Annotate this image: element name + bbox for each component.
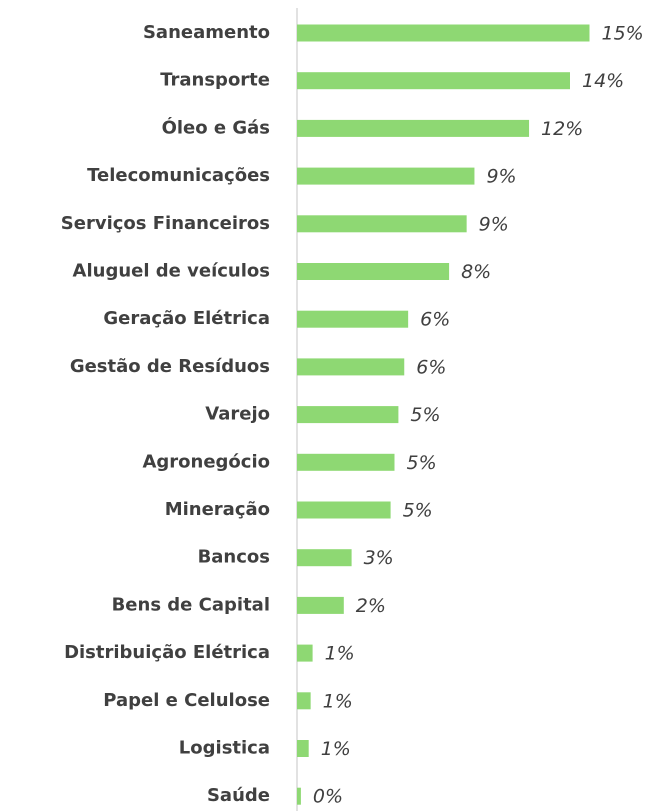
value-label: 12%	[541, 118, 583, 140]
bar	[297, 692, 311, 710]
value-label: 1%	[325, 643, 355, 665]
category-label: Agronegócio	[142, 451, 270, 472]
value-label: 1%	[321, 738, 351, 760]
value-label: 9%	[479, 213, 509, 235]
value-label: 14%	[582, 70, 624, 92]
category-label: Mineração	[165, 499, 270, 520]
bar	[297, 167, 475, 185]
category-label: Telecomunicações	[87, 165, 270, 186]
bar	[297, 501, 391, 519]
category-label: Distribuição Elétrica	[64, 642, 270, 663]
value-label: 6%	[420, 309, 450, 331]
value-label: 6%	[416, 356, 446, 378]
bar	[297, 740, 309, 757]
category-label: Varejo	[205, 404, 270, 425]
value-label: 1%	[323, 690, 353, 712]
bar	[297, 787, 301, 805]
category-label: Transporte	[160, 70, 270, 91]
bar	[297, 215, 467, 233]
bar	[297, 644, 313, 662]
value-label: 15%	[602, 23, 644, 45]
bar	[297, 263, 450, 280]
bar	[297, 549, 352, 567]
bar	[297, 453, 395, 471]
bar	[297, 72, 570, 90]
category-label: Óleo e Gás	[162, 116, 270, 138]
bar	[297, 310, 409, 328]
category-label: Geração Elétrica	[103, 308, 270, 329]
category-label: Logistica	[179, 738, 270, 759]
value-label: 5%	[407, 452, 437, 474]
category-label: Saneamento	[143, 22, 270, 43]
bar	[297, 119, 530, 137]
category-label: Aluguel de veículos	[73, 261, 270, 282]
category-label: Serviços Financeiros	[61, 213, 270, 234]
bar	[297, 24, 590, 42]
category-label: Bancos	[198, 547, 270, 568]
value-label: 0%	[313, 786, 343, 808]
value-label: 8%	[461, 261, 491, 283]
category-label: Saúde	[207, 785, 270, 806]
value-label: 5%	[410, 404, 440, 426]
value-label: 5%	[403, 500, 433, 522]
category-label: Gestão de Resíduos	[70, 356, 270, 377]
category-label: Bens de Capital	[112, 594, 270, 615]
value-label: 2%	[356, 595, 386, 617]
bar	[297, 358, 405, 376]
value-label: 3%	[364, 547, 394, 569]
bar	[297, 596, 344, 614]
bar	[297, 406, 399, 424]
value-label: 9%	[486, 166, 516, 188]
category-label: Papel e Celulose	[103, 690, 270, 711]
